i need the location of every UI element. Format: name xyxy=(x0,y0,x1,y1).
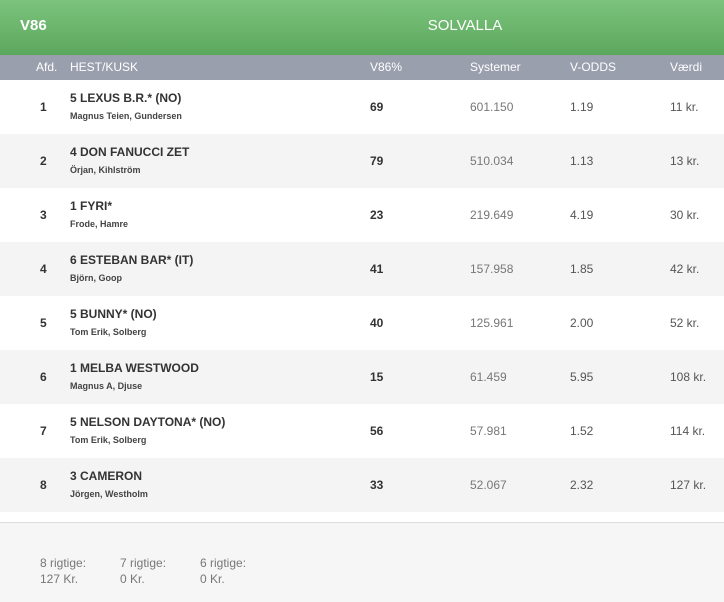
cell-value: 52 kr. xyxy=(670,316,700,330)
cell-afd: 3 xyxy=(40,208,47,222)
prize-label: 6 rigtige: xyxy=(200,556,247,570)
cell-horse: 5 LEXUS B.R.* (NO) xyxy=(70,91,182,105)
cell-driver: Jörgen, Westholm xyxy=(70,489,148,499)
table-row: 2 4 DON FANUCCI ZET Örjan, Kihlström 79 510.… xyxy=(0,134,724,188)
prize-amount: 0 Kr. xyxy=(120,572,145,586)
cell-driver: Magnus Teien, Gundersen xyxy=(70,111,182,121)
cell-value: 13 kr. xyxy=(670,154,700,168)
cell-driver: Frode, Hamre xyxy=(70,219,129,229)
cell-driver: Örjan, Kihlström xyxy=(70,165,141,175)
column-header: Afd. HEST/KUSK V86% Systemer V-ODDS Værdi xyxy=(0,55,724,80)
table-row: 3 1 FYRI* Frode, Hamre 23 219.649 4.19 30 kr. xyxy=(0,188,724,242)
cell-driver: Tom Erik, Solberg xyxy=(70,435,147,445)
footer: 8 rigtige: 127 Kr. 7 rigtige: 0 Kr. 6 rigtig… xyxy=(0,522,724,602)
prize-amount: 127 Kr. xyxy=(40,572,79,586)
cell-systems: 125.961 xyxy=(470,316,514,330)
cell-pct: 69 xyxy=(370,100,384,114)
table-row: 5 5 BUNNY* (NO) Tom Erik, Solberg 40 125.961… xyxy=(0,296,724,350)
column-title: Værdi xyxy=(670,60,703,74)
cell-horse: 5 NELSON DAYTONA* (NO) xyxy=(70,415,226,429)
cell-horse: 1 FYRI* xyxy=(70,199,113,213)
cell-systems: 61.459 xyxy=(470,370,507,384)
cell-afd: 7 xyxy=(40,424,47,438)
track-name: SOLVALLA xyxy=(427,17,503,34)
cell-pct: 15 xyxy=(370,370,384,384)
cell-odds: 1.52 xyxy=(570,424,594,438)
cell-horse: 5 BUNNY* (NO) xyxy=(70,307,157,321)
cell-pct: 79 xyxy=(370,154,384,168)
cell-horse: 1 MELBA WESTWOOD xyxy=(70,361,199,375)
cell-value: 127 kr. xyxy=(670,478,707,492)
cell-odds: 4.19 xyxy=(570,208,594,222)
cell-afd: 2 xyxy=(40,154,47,168)
cell-systems: 219.649 xyxy=(470,208,514,222)
cell-value: 108 kr. xyxy=(670,370,707,384)
cell-horse: 6 ESTEBAN BAR* (IT) xyxy=(70,253,194,267)
cell-systems: 601.150 xyxy=(470,100,514,114)
column-title: Systemer xyxy=(470,60,521,74)
cell-odds: 1.85 xyxy=(570,262,594,276)
cell-afd: 4 xyxy=(40,262,47,276)
cell-pct: 33 xyxy=(370,478,384,492)
header: V86 SOLVALLA xyxy=(0,0,724,55)
cell-odds: 1.13 xyxy=(570,154,594,168)
prize: 6 rigtige: 0 Kr. xyxy=(200,555,246,587)
cell-horse: 4 DON FANUCCI ZET xyxy=(70,145,190,159)
cell-odds: 2.00 xyxy=(570,316,594,330)
cell-value: 114 kr. xyxy=(670,424,706,438)
cell-pct: 41 xyxy=(370,262,384,276)
prize: 7 rigtige: 0 Kr. xyxy=(120,555,166,587)
cell-odds: 5.95 xyxy=(570,370,594,384)
prize-amount: 0 Kr. xyxy=(200,572,225,586)
cell-driver: Magnus A, Djuse xyxy=(70,381,143,391)
cell-value: 30 kr. xyxy=(670,208,700,222)
table-row: 1 5 LEXUS B.R.* (NO) Magnus Teien, Gunders… xyxy=(0,80,724,134)
cell-odds: 2.32 xyxy=(570,478,594,492)
cell-afd: 6 xyxy=(40,370,47,384)
cell-horse: 3 CAMERON xyxy=(70,469,143,483)
cell-pct: 40 xyxy=(370,316,384,330)
cell-afd: 5 xyxy=(40,316,47,330)
prize-label: 7 rigtige: xyxy=(120,556,167,570)
cell-afd: 1 xyxy=(40,100,47,114)
cell-systems: 157.958 xyxy=(470,262,514,276)
column-title: HEST/KUSK xyxy=(70,60,139,74)
table-row: 4 6 ESTEBAN BAR* (IT) Björn, Goop 41 157.958… xyxy=(0,242,724,296)
cell-driver: Björn, Goop xyxy=(70,273,122,283)
column-title: V-ODDS xyxy=(570,60,617,74)
cell-value: 11 kr. xyxy=(670,100,699,114)
table-row: 8 3 CAMERON Jörgen, Westholm 33 52.067 2.32 12… xyxy=(0,458,724,512)
prize: 8 rigtige: 127 Kr. xyxy=(40,555,86,587)
cell-systems: 52.067 xyxy=(470,478,507,492)
table-row: 7 5 NELSON DAYTONA* (NO) Tom Erik, Solberg… xyxy=(0,404,724,458)
table-row: 6 1 MELBA WESTWOOD Magnus A, Djuse 15 61.459… xyxy=(0,350,724,404)
cell-odds: 1.19 xyxy=(570,100,594,114)
cell-value: 42 kr. xyxy=(670,262,700,276)
cell-systems: 510.034 xyxy=(470,154,514,168)
column-title: Afd. xyxy=(36,60,58,74)
cell-systems: 57.981 xyxy=(470,424,507,438)
cell-afd: 8 xyxy=(40,478,47,492)
prize-label: 8 rigtige: xyxy=(40,556,87,570)
game-name: V86 xyxy=(20,17,47,34)
cell-driver: Tom Erik, Solberg xyxy=(70,327,147,337)
cell-pct: 56 xyxy=(370,424,384,438)
cell-pct: 23 xyxy=(370,208,384,222)
column-title: V86% xyxy=(370,60,403,74)
